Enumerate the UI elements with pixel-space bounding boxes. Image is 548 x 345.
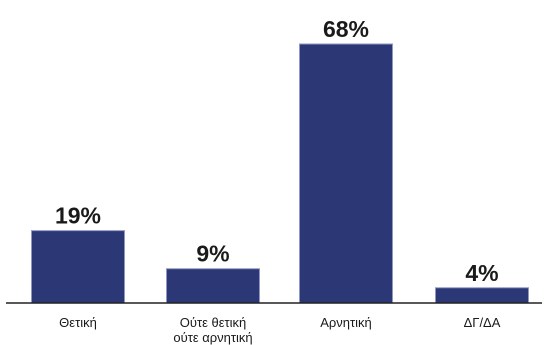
- bar-4: [435, 287, 529, 304]
- category-label-1: Θετική: [59, 315, 97, 330]
- value-label-4: 4%: [465, 260, 498, 286]
- bar-2: [166, 268, 260, 304]
- value-label-3: 68%: [323, 16, 369, 42]
- category-label-4: ΔΓ/ΔΑ: [464, 315, 501, 330]
- bar-1: [31, 230, 125, 304]
- value-label-2: 9%: [196, 241, 229, 267]
- category-label-3: Αρνητική: [320, 315, 372, 330]
- value-label-1: 19%: [55, 203, 101, 229]
- value-labels-group: 19% 9% 68% 4%: [55, 16, 499, 286]
- category-label-2-line-1: Ούτε θετική: [180, 315, 247, 330]
- bar-3: [299, 43, 393, 304]
- bars-group: [31, 43, 529, 304]
- category-label-2-line-2: ούτε αρνητική: [173, 330, 252, 345]
